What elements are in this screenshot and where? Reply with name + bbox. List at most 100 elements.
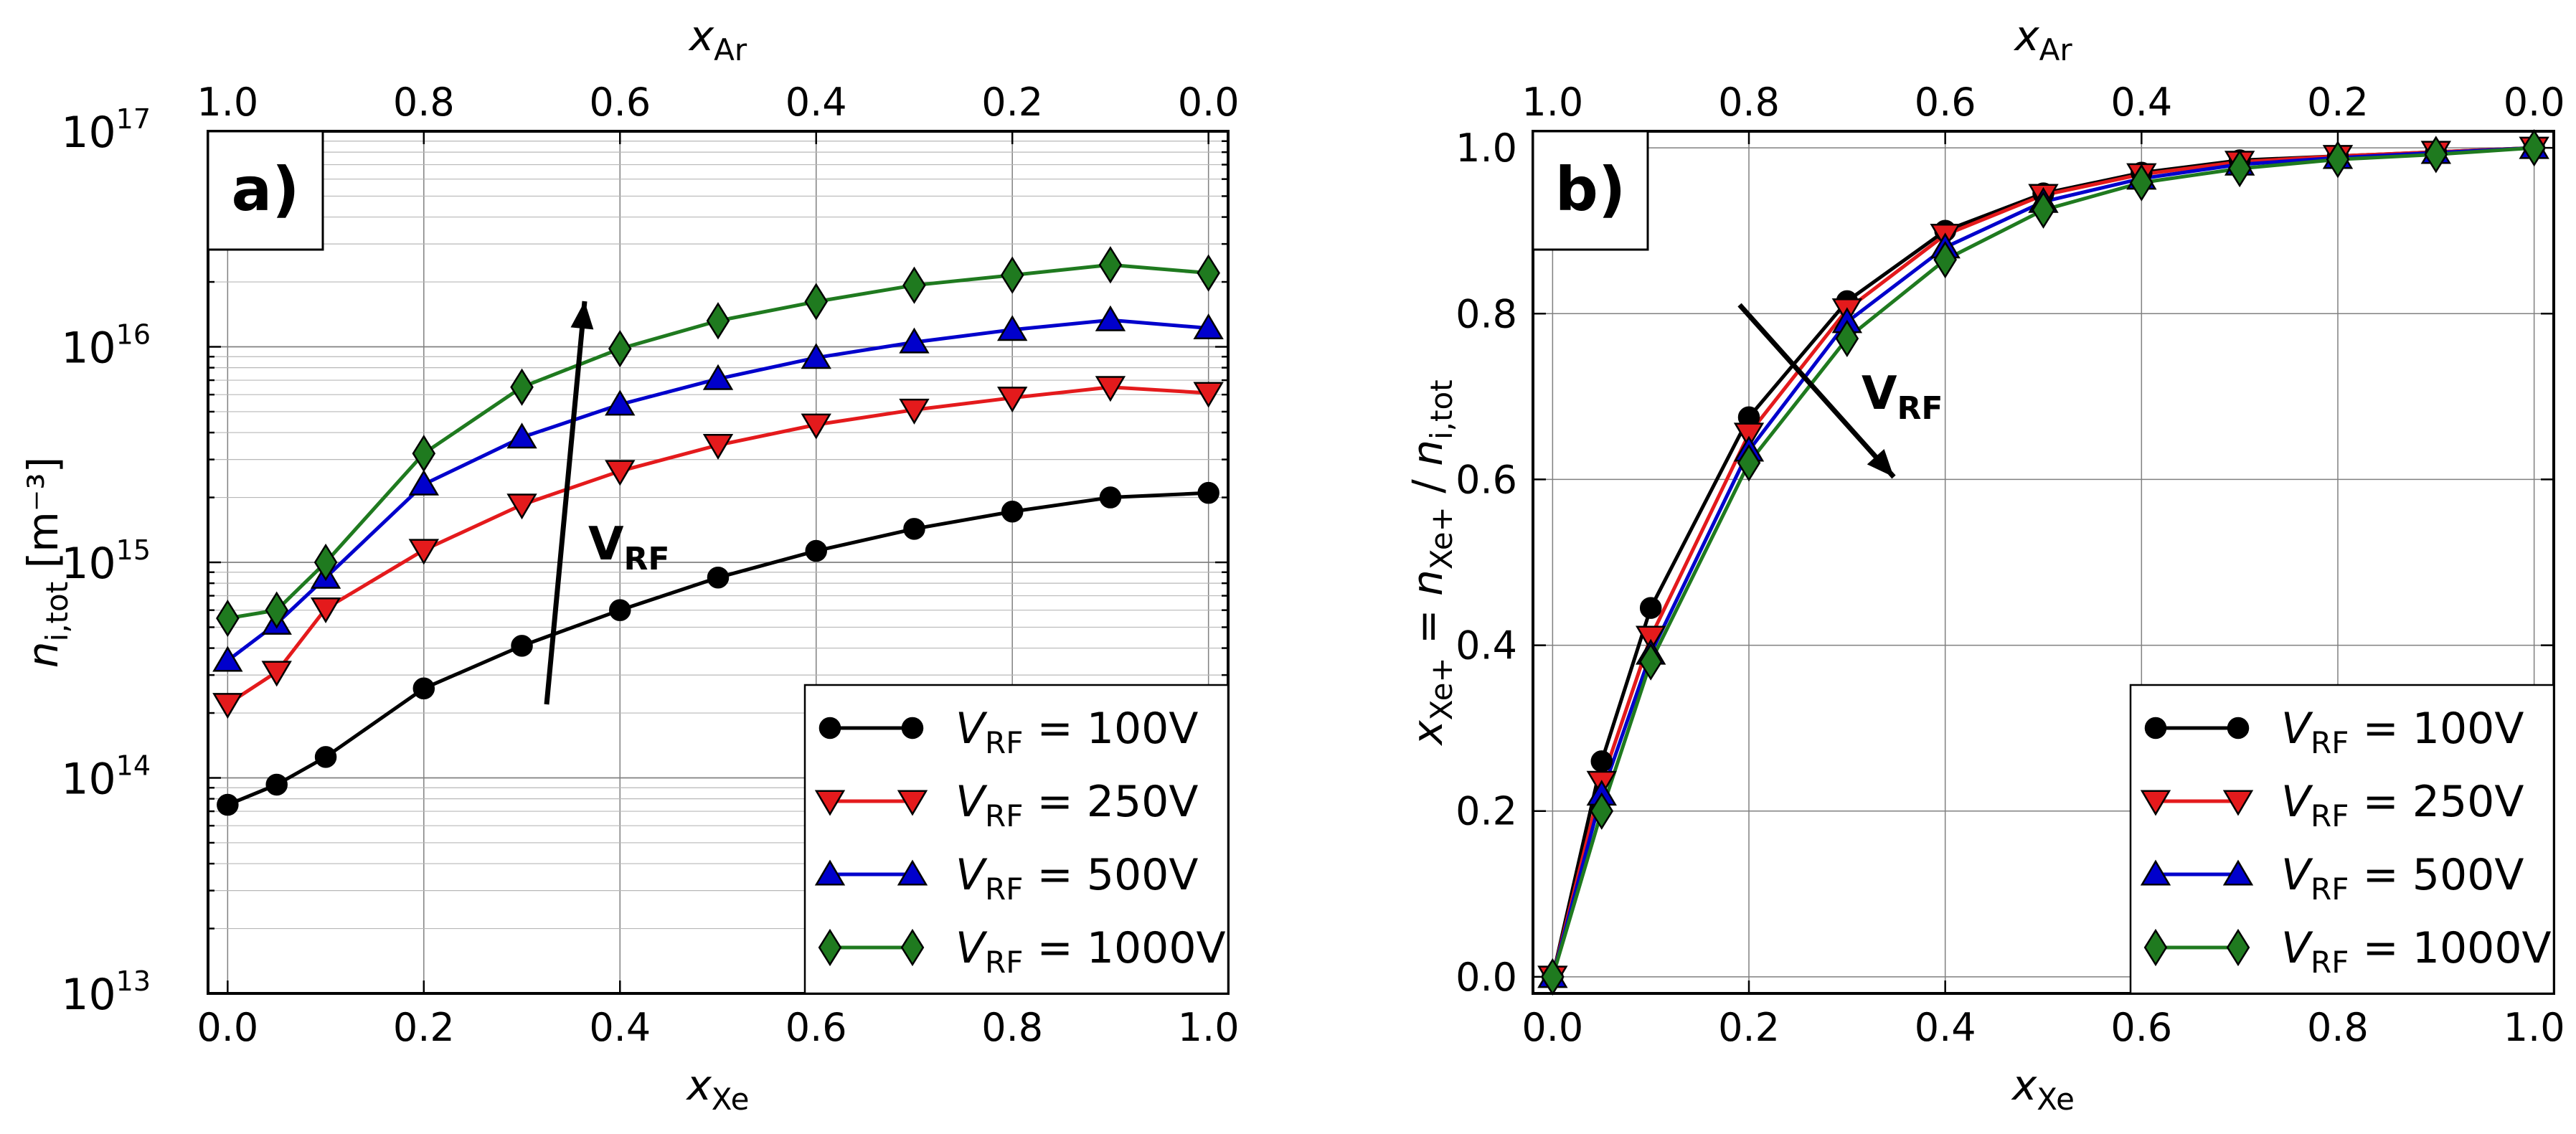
top-x-tick-label: 0.0 (2504, 80, 2565, 125)
data-point-series-0 (903, 518, 925, 540)
legend: VRF = 100V VRF = 250V VRF = 500V VRF = 1000… (2129, 684, 2555, 995)
data-point-series-1 (801, 413, 831, 440)
series-line-1 (226, 385, 1209, 706)
legend-marker-2 (2222, 859, 2254, 886)
top-x-tick-label: 0.6 (589, 80, 651, 125)
y-tick-label: 1014 (61, 750, 151, 805)
data-point-series-3 (510, 368, 534, 406)
legend-marker-1 (2222, 790, 2254, 816)
data-point-series-0 (1197, 481, 1219, 504)
data-point-series-3 (2032, 191, 2055, 229)
panel-label-box (207, 130, 324, 251)
data-point-series-3 (2326, 141, 2350, 179)
data-point-series-0 (412, 677, 435, 700)
y-tick-label: 0.2 (1456, 789, 1517, 834)
data-point-series-1 (702, 434, 734, 460)
data-point-series-0 (217, 793, 239, 816)
top-x-axis-title: xAr (688, 11, 747, 67)
x-tick-label: 0.6 (2110, 1005, 2172, 1050)
data-point-series-1 (605, 460, 636, 486)
data-point-series-3 (2522, 129, 2546, 167)
data-point-series-0 (1099, 486, 1122, 509)
data-point-series-1 (1095, 376, 1126, 402)
legend-marker-0 (901, 717, 924, 740)
vrf-arrow (544, 301, 588, 705)
y-tick-label: 1013 (61, 965, 151, 1020)
x-tick-label: 1.0 (2504, 1005, 2565, 1050)
x-tick-label: 0.8 (2307, 1005, 2369, 1050)
legend-label-2: VRF = 500V (2281, 850, 2524, 907)
legend-label-1: VRF = 250V (2281, 777, 2524, 833)
data-point-series-0 (707, 566, 730, 589)
x-tick-label: 0.8 (981, 1005, 1043, 1050)
data-point-series-3 (1737, 444, 1761, 482)
top-x-tick-label: 0.4 (2110, 80, 2172, 125)
legend-marker-0 (2144, 717, 2167, 740)
y-tick-label: 1016 (61, 319, 151, 374)
data-point-series-1 (1193, 382, 1224, 408)
legend-marker-0 (2227, 717, 2250, 740)
x-tick-label: 0.6 (785, 1005, 847, 1050)
x-tick-label: 0.2 (1718, 1005, 1780, 1050)
data-point-series-1 (408, 539, 439, 565)
vrf-arrow-head (570, 301, 594, 330)
legend-marker-2 (897, 859, 928, 886)
legend-marker-1 (897, 790, 928, 816)
data-point-series-2 (801, 343, 831, 369)
data-point-series-2 (1193, 313, 1224, 340)
x-tick-label: 0.4 (589, 1005, 651, 1050)
data-point-series-3 (1933, 241, 1957, 279)
y-tick-label: 0.8 (1456, 291, 1517, 336)
legend: VRF = 100V VRF = 250V VRF = 500V VRF = 1000… (803, 684, 1230, 995)
data-point-series-3 (1590, 792, 1614, 830)
data-point-series-3 (2424, 136, 2448, 174)
data-point-series-3 (1638, 643, 1663, 681)
series-line-3 (227, 263, 1209, 620)
data-point-series-1 (1733, 422, 1765, 449)
data-point-series-2 (408, 469, 439, 496)
data-point-series-3 (608, 330, 632, 368)
data-point-series-0 (805, 539, 827, 562)
plot-frame (207, 130, 1230, 995)
legend-box (803, 684, 1230, 995)
legend-label-0: VRF = 100V (2281, 704, 2524, 760)
data-point-series-3 (2227, 149, 2252, 188)
top-x-tick-label: 0.2 (2307, 80, 2369, 125)
data-point-series-2 (702, 364, 734, 390)
data-point-series-1 (261, 661, 292, 687)
y-axis-title: ni,tot [m⁻³] (19, 457, 75, 668)
chart-panel-a: 0.0 1.0 0.2 0.8 0.4 0.6 0.6 0.4 0.8 0.2 1.0 0.0 1013… (19, 11, 1240, 1117)
data-point-series-2 (212, 646, 243, 672)
panel-label: a) (231, 154, 299, 225)
vrf-arrow-label: VRF (1862, 367, 1943, 427)
data-point-series-3 (2130, 164, 2153, 202)
top-x-axis-title: xAr (2013, 11, 2072, 67)
data-point-series-1 (506, 493, 537, 520)
data-point-series-0 (265, 773, 288, 796)
data-point-series-3 (265, 591, 289, 629)
x-tick-label: 0.4 (1915, 1005, 1976, 1050)
data-point-series-1 (997, 387, 1028, 413)
top-x-tick-label: 0.8 (1718, 80, 1780, 125)
legend-marker-1 (814, 790, 846, 816)
data-point-series-2 (506, 422, 537, 449)
data-series (1537, 129, 2549, 996)
x-tick-label: 0.2 (393, 1005, 455, 1050)
data-point-series-2 (997, 315, 1028, 341)
data-point-series-2 (899, 327, 930, 354)
data-point-series-3 (412, 435, 436, 473)
data-point-series-0 (314, 746, 337, 768)
top-x-tick-label: 1.0 (197, 80, 258, 125)
legend-marker-1 (2140, 790, 2171, 816)
vrf-arrow-label: VRF (588, 518, 669, 577)
top-x-tick-label: 1.0 (1521, 80, 1583, 125)
legend-marker-2 (814, 859, 846, 886)
data-point-series-3 (216, 599, 240, 638)
data-point-series-2 (605, 389, 636, 416)
legend-marker-0 (818, 717, 841, 740)
vrf-arrow (1737, 303, 1896, 479)
panel-label: b) (1555, 154, 1626, 225)
top-x-tick-label: 0.0 (1178, 80, 1240, 125)
panel-label-box (1532, 130, 1649, 251)
y-tick-label: 1.0 (1456, 126, 1517, 171)
